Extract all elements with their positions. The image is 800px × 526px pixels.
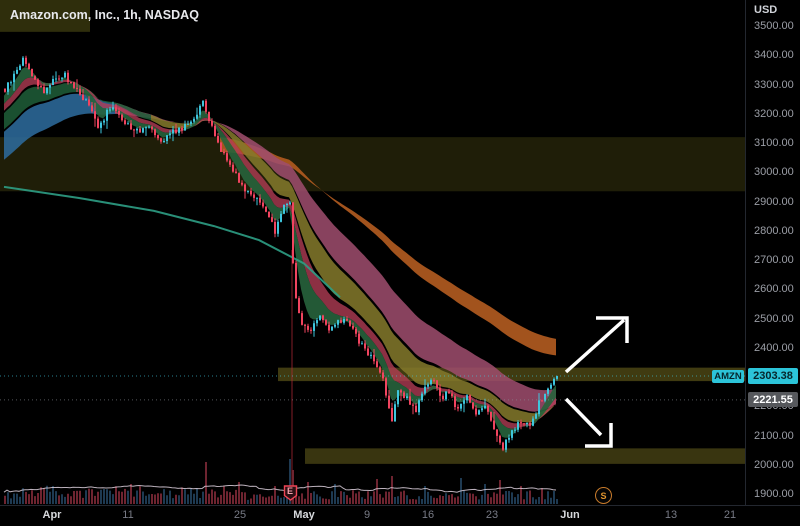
teal-slow-ma-line (3, 185, 341, 299)
slow-orange-ma-band (220, 137, 556, 356)
time-tick-label: Jun (560, 509, 580, 521)
splits-event-icon[interactable]: S (595, 487, 612, 504)
time-tick-label: May (293, 509, 315, 521)
time-tick-label: 25 (233, 509, 247, 521)
time-tick-label: Apr (42, 509, 62, 521)
price-tick-label: 3300.00 (754, 79, 794, 91)
arrow-up[interactable] (564, 316, 629, 374)
candlesticks (4, 55, 558, 453)
arrow-down[interactable] (564, 397, 613, 448)
price-tick-label: 2800.00 (754, 225, 794, 237)
mauve-ma-band (115, 102, 556, 412)
time-tick-label: 9 (363, 509, 371, 521)
price-tick-label: 2100.00 (754, 430, 794, 442)
highlight-zones[interactable] (0, 0, 745, 464)
time-tick-label: 21 (723, 509, 737, 521)
last-price-badge[interactable]: 2303.38 (748, 368, 798, 384)
time-axis[interactable]: Apr 11 25 May 9 16 23 Jun 13 21 (0, 506, 745, 526)
price-tick-label: 2600.00 (754, 283, 794, 295)
zone-3480-3600 (0, 0, 90, 32)
time-tick-label: 13 (664, 509, 678, 521)
price-level-lines (0, 375, 745, 401)
time-tick-label: 11 (122, 509, 134, 521)
time-axis-border (0, 505, 800, 506)
price-tick-label: 2400.00 (754, 342, 794, 354)
tracked-level-badge[interactable]: 2221.55 (748, 392, 798, 407)
volume-ma-line (3, 484, 557, 493)
olive-ma-band-early (4, 83, 151, 130)
mauve-ma-band-early (4, 93, 115, 160)
zone-2935-3120 (0, 137, 745, 192)
volume-bars (3, 459, 558, 504)
price-tick-label: 1900.00 (754, 488, 794, 500)
earnings-event-icon[interactable]: E (283, 485, 298, 501)
price-tick-label: 2900.00 (754, 196, 794, 208)
price-tick-label: 2000.00 (754, 459, 794, 471)
price-axis[interactable]: USD 3500.00 3400.00 3300.00 3200.00 3100.00 3… (746, 0, 800, 505)
chart-legend-title[interactable]: Amazon.com, Inc., 1h, NASDAQ (10, 8, 199, 22)
zone-2003-2056 (305, 448, 745, 464)
splits-letter: S (600, 490, 607, 501)
price-tick-label: 3000.00 (754, 166, 794, 178)
currency-label: USD (754, 4, 778, 16)
price-tick-label: 3500.00 (754, 20, 794, 32)
price-tick-label: 2500.00 (754, 313, 794, 325)
earnings-letter: E (286, 486, 293, 496)
price-tick-label: 3400.00 (754, 49, 794, 61)
price-tick-label: 2700.00 (754, 254, 794, 266)
price-axis-border (745, 0, 746, 505)
moving-average-ribbons (4, 67, 556, 438)
zone-2286-2332 (278, 367, 745, 382)
price-tick-label: 3200.00 (754, 108, 794, 120)
time-tick-label: 23 (485, 509, 499, 521)
symbol-price-flag[interactable]: AMZN (712, 370, 744, 383)
earnings-shield-icon (283, 485, 297, 501)
time-tick-label: 16 (421, 509, 435, 521)
price-tick-label: 3100.00 (754, 137, 794, 149)
arrow-drawings[interactable] (564, 316, 629, 448)
